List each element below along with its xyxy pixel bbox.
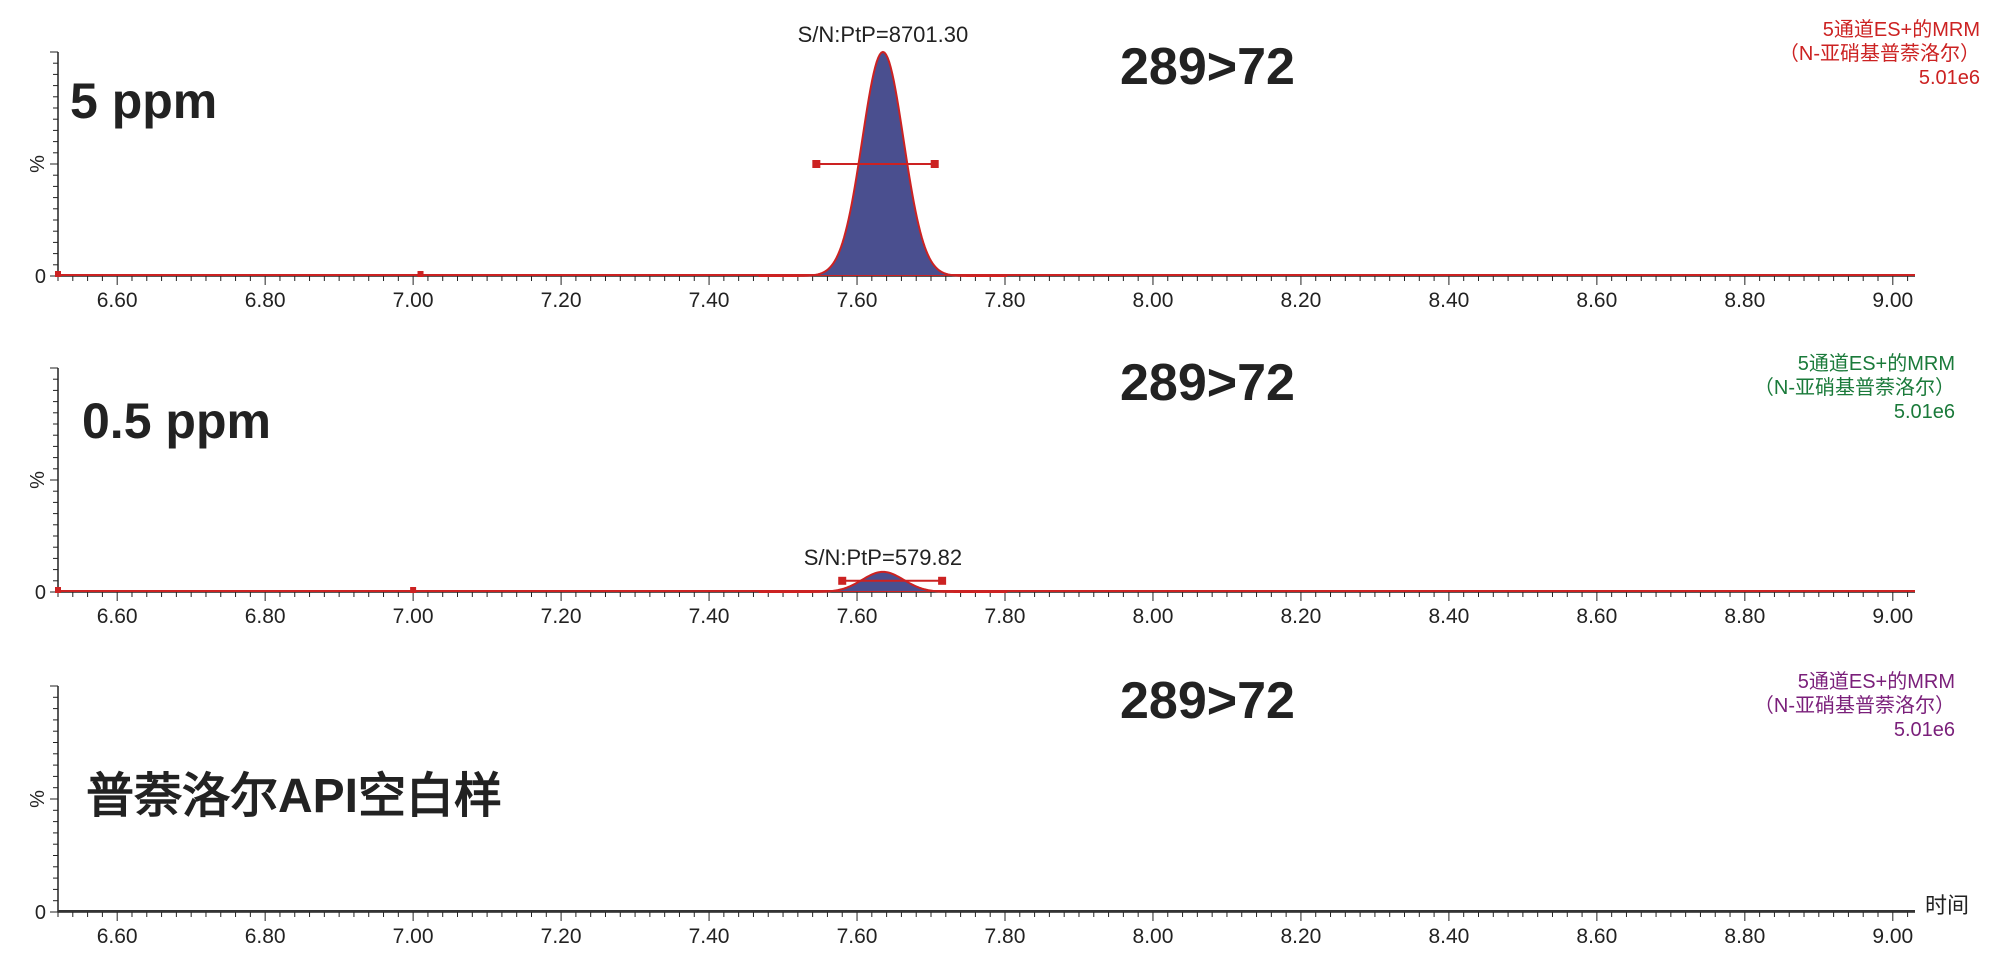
x-tick-label: 8.40 <box>1428 605 1469 628</box>
x-tick-label: 7.00 <box>393 605 434 628</box>
x-tick-label: 8.80 <box>1724 289 1765 312</box>
y-zero-label: 0 <box>35 902 46 924</box>
integration-marker <box>55 587 61 593</box>
peak-trace <box>758 570 1008 593</box>
x-tick-label: 8.00 <box>1133 925 1174 948</box>
x-tick-label: 6.80 <box>245 289 286 312</box>
x-tick-label: 7.20 <box>541 289 582 312</box>
y-zero-label: 0 <box>35 582 46 604</box>
x-tick-label: 6.60 <box>97 605 138 628</box>
x-tick-label: 8.00 <box>1133 605 1174 628</box>
y-zero-label: 0 <box>35 266 46 288</box>
transition-label: 289>72 <box>1120 672 1295 730</box>
x-tick-label: 8.60 <box>1576 289 1617 312</box>
x-tick-label: 8.20 <box>1280 925 1321 948</box>
sn-label: S/N:PtP=8701.30 <box>798 22 969 47</box>
sample-label: 普萘洛尔API空白样 <box>86 770 502 823</box>
x-tick-label: 8.20 <box>1280 605 1321 628</box>
transition-label: 289>72 <box>1120 354 1295 412</box>
x-tick-label: 7.00 <box>393 925 434 948</box>
peak-trace <box>758 50 1008 277</box>
y-axis-label: % <box>27 790 49 808</box>
y-axis-label: % <box>27 155 49 173</box>
x-tick-label: 7.20 <box>541 925 582 948</box>
x-tick-label: 7.60 <box>837 605 878 628</box>
y-axis-label: % <box>27 471 49 489</box>
integration-marker <box>410 587 417 593</box>
x-tick-label: 6.80 <box>245 605 286 628</box>
x-tick-label: 7.20 <box>541 605 582 628</box>
integration-marker <box>417 271 424 277</box>
sample-label: 5 ppm <box>70 73 217 129</box>
x-tick-label: 8.00 <box>1133 289 1174 312</box>
trace-info-line: 5.01e6 <box>1894 719 1955 741</box>
x-axis-label: 时间 <box>1925 893 1969 918</box>
trace-info-line: 5通道ES+的MRM <box>1798 670 1955 693</box>
x-tick-label: 7.80 <box>985 925 1026 948</box>
x-tick-label: 7.00 <box>393 289 434 312</box>
x-tick-label: 7.40 <box>689 605 730 628</box>
peak-fill <box>758 571 1008 592</box>
trace-info-line: （N-亚硝基普萘洛尔） <box>1754 694 1955 717</box>
trace-info-line: 5通道ES+的MRM <box>1823 18 1980 41</box>
x-tick-label: 8.40 <box>1428 925 1469 948</box>
sn-label: S/N:PtP=579.82 <box>804 545 962 570</box>
x-tick-label: 8.40 <box>1428 289 1469 312</box>
x-tick-label: 6.80 <box>245 925 286 948</box>
x-tick-label: 8.60 <box>1576 925 1617 948</box>
x-tick-label: 7.40 <box>689 289 730 312</box>
x-tick-label: 6.60 <box>97 925 138 948</box>
x-tick-label: 6.60 <box>97 289 138 312</box>
peak-width-marker <box>812 160 821 168</box>
trace-info-line: 5.01e6 <box>1919 67 1980 89</box>
trace-info-line: 5通道ES+的MRM <box>1798 352 1955 375</box>
x-tick-label: 8.20 <box>1280 289 1321 312</box>
x-tick-label: 7.40 <box>689 925 730 948</box>
trace-info-line: （N-亚硝基普萘洛尔） <box>1779 42 1980 65</box>
trace-info-line: （N-亚硝基普萘洛尔） <box>1754 376 1955 399</box>
trace-info-line: 5.01e6 <box>1894 401 1955 423</box>
sample-label: 0.5 ppm <box>82 393 271 449</box>
x-tick-label: 8.80 <box>1724 605 1765 628</box>
x-tick-label: 7.60 <box>837 925 878 948</box>
peak-width-marker <box>938 576 947 585</box>
integration-marker <box>55 271 61 277</box>
x-tick-label: 7.80 <box>985 605 1026 628</box>
x-tick-label: 9.00 <box>1872 289 1913 312</box>
x-tick-label: 7.80 <box>985 289 1026 312</box>
transition-label: 289>72 <box>1120 38 1295 96</box>
x-tick-label: 9.00 <box>1872 925 1913 948</box>
peak-width-marker <box>930 160 939 168</box>
x-tick-label: 7.60 <box>837 289 878 312</box>
x-tick-label: 9.00 <box>1872 605 1913 628</box>
peak-width-marker <box>838 576 847 585</box>
x-tick-label: 8.80 <box>1724 925 1765 948</box>
x-tick-label: 8.60 <box>1576 605 1617 628</box>
